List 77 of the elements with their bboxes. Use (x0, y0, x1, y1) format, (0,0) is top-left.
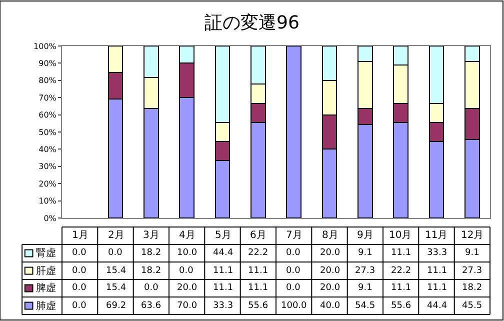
x-tick-label: 9月 (357, 230, 374, 241)
y-tick-label: 30% (38, 162, 57, 172)
legend-label: 脾虚 (36, 282, 56, 294)
data-label: 0.0 (179, 266, 194, 276)
data-label: 20.0 (320, 283, 340, 293)
x-tick-label: 4月 (179, 230, 196, 241)
chart-title: 証の変遷96 (204, 12, 300, 34)
x-tick-label: 11月 (425, 230, 448, 241)
data-label: 20.0 (320, 266, 340, 276)
data-label: 15.4 (106, 266, 126, 276)
y-tick-label: 90% (38, 59, 57, 68)
x-tick-label: 8月 (322, 230, 338, 241)
data-label: 11.1 (427, 283, 448, 293)
data-label: 0.0 (144, 283, 159, 293)
data-label: 0.0 (72, 266, 87, 276)
data-label: 45.5 (462, 301, 482, 311)
data-label: 11.1 (248, 266, 268, 276)
data-label: 11.1 (427, 266, 448, 276)
legend-label: 腎虚 (36, 247, 56, 259)
data-label: 54.5 (355, 301, 376, 311)
legend-label: 肝虚 (36, 265, 56, 277)
data-label: 44.4 (427, 301, 448, 311)
data-label: 63.6 (141, 301, 162, 311)
data-label: 11.1 (391, 248, 412, 258)
data-label: 15.4 (106, 283, 126, 293)
y-tick-label: 60% (38, 110, 57, 120)
data-label: 11.1 (248, 283, 268, 293)
data-label: 44.4 (213, 248, 234, 258)
data-label: 0.0 (72, 248, 87, 258)
data-label: 11.1 (213, 266, 234, 276)
data-label: 33.3 (213, 301, 234, 311)
data-label: 40.0 (320, 301, 340, 311)
data-label: 10.0 (177, 248, 198, 258)
data-label: 18.2 (462, 283, 482, 293)
y-tick-label: 100% (34, 42, 57, 51)
data-label: 18.2 (141, 266, 162, 276)
data-label: 55.6 (391, 301, 412, 311)
x-tick-label: 1月 (72, 230, 88, 241)
data-label: 69.2 (106, 301, 126, 311)
x-tick-label: 7月 (286, 230, 302, 241)
y-tick-label: 0% (44, 214, 57, 223)
data-label: 22.2 (391, 266, 412, 276)
data-label: 0.0 (108, 248, 123, 258)
y-tick-label: 50% (38, 128, 57, 137)
data-label: 9.1 (358, 283, 372, 293)
x-tick-label: 2月 (108, 230, 124, 241)
y-tick-label: 20% (38, 179, 57, 188)
data-label: 33.3 (427, 248, 448, 258)
data-label: 0.0 (286, 266, 301, 276)
data-label: 100.0 (281, 301, 308, 311)
y-tick-label: 10% (38, 196, 57, 206)
y-tick-label: 80% (38, 76, 57, 86)
data-label: 0.0 (286, 248, 301, 258)
data-label: 27.3 (462, 266, 482, 276)
data-label: 0.0 (72, 283, 87, 293)
x-tick-label: 3月 (143, 230, 160, 241)
data-label: 0.0 (286, 283, 301, 293)
data-label: 20.0 (320, 248, 340, 258)
data-label: 20.0 (177, 283, 198, 293)
data-label: 27.3 (355, 266, 376, 276)
data-label: 11.1 (391, 283, 412, 293)
data-label: 9.1 (465, 248, 480, 258)
data-label: 70.0 (177, 301, 198, 311)
data-label: 11.1 (213, 283, 234, 293)
x-tick-label: 5月 (215, 230, 232, 241)
data-label: 9.1 (358, 248, 372, 258)
x-tick-label: 10月 (389, 230, 412, 241)
bar (286, 46, 302, 218)
data-label: 0.0 (72, 301, 87, 311)
y-tick-label: 70% (38, 93, 57, 102)
y-tick-label: 40% (38, 145, 57, 154)
data-label: 18.2 (141, 248, 162, 258)
x-tick-label: 12月 (461, 230, 484, 241)
x-tick-label: 6月 (250, 230, 266, 241)
data-label: 22.2 (248, 248, 268, 258)
data-label: 55.6 (248, 301, 268, 311)
legend-label: 肺虚 (36, 300, 56, 312)
